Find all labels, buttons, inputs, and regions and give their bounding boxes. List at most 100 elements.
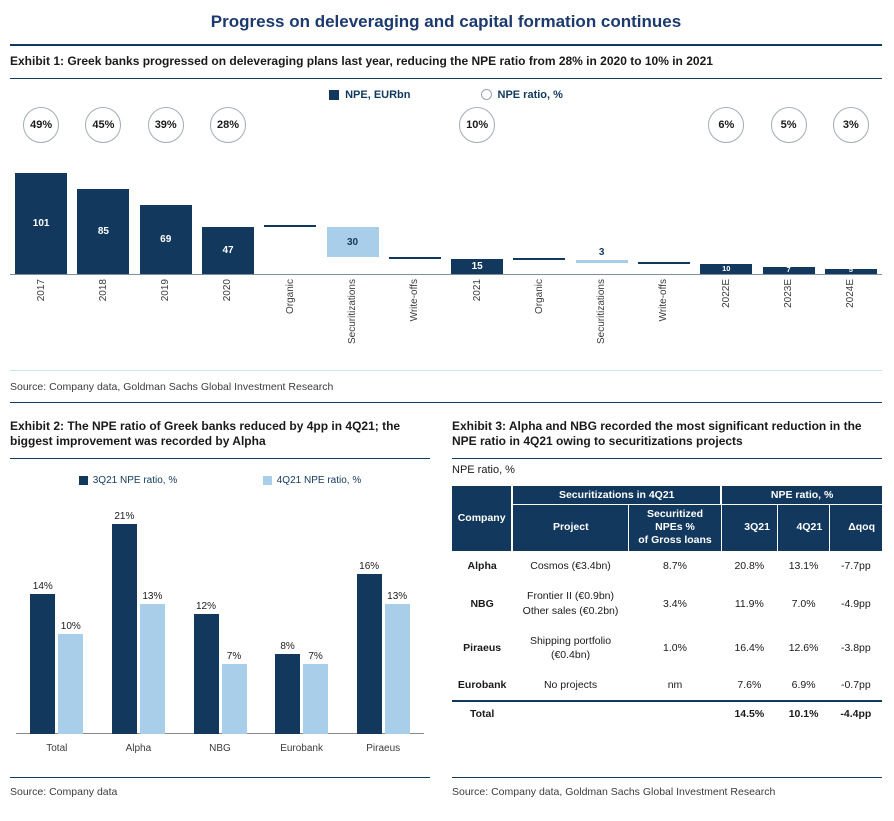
chart2-axis-line (16, 732, 424, 734)
table-body: Alpha Cosmos (€3.4bn) 8.7% 20.8% 13.1% -7.7pp… (452, 551, 882, 727)
chart1-bar-2022e (700, 263, 753, 274)
chart2-plot-area: 14% 10% Total 21% 13% Alpha 12% 7% NBG 8% 7% Euroba… (16, 492, 424, 754)
exhibit-3: Exhibit 3: Alpha and NBG recorded the mo… (452, 411, 882, 807)
chart2-category-label: NBG (209, 742, 231, 754)
project-cell (512, 700, 629, 727)
axis-label-text: 2017 (35, 278, 47, 301)
npe-eurbn-swatch-icon (329, 89, 340, 100)
table-row-alpha: Alpha Cosmos (€3.4bn) 8.7% 20.8% 13.1% -7.7pp (452, 551, 882, 581)
chart1-bar-2018 (77, 188, 130, 274)
chart2-bar-value: 13% (142, 590, 163, 602)
chart1-x-axis: 2017 2018 2019 2020 Organic Securitizations Wr… (10, 275, 882, 371)
chart1-bar-value: 101 (32, 218, 50, 230)
chart1-bar-value: 47 (222, 245, 234, 257)
chart1-bar-2019 (139, 204, 192, 274)
axis-label-text: Organic (533, 278, 545, 314)
npe-ratio-bubble: 45% (85, 106, 122, 143)
npe-4q21-cell: 6.9% (791, 679, 816, 692)
exhibit-3-footer: Source: Company data, Goldman Sachs Glob… (452, 776, 882, 807)
chart1-legend: NPE, EURbn NPE ratio, % (10, 89, 882, 101)
chart1-axis-label: Write-offs (384, 279, 446, 370)
chart2-bar-value: 7% (308, 650, 323, 662)
section-divider (10, 401, 882, 403)
chart1-bar-organic (513, 258, 566, 260)
chart2-bar-nbg-3q21 (193, 613, 219, 734)
chart1-bar-value: 30 (347, 236, 359, 248)
divider (10, 457, 430, 459)
legend-item-ratio: NPE ratio, % (480, 88, 563, 101)
chart1-axis-label: 2023E (757, 279, 819, 370)
chart2-bar-nbg-4q21 (221, 663, 247, 734)
legend-swatch-3q21-icon (78, 475, 88, 485)
table-row-eurobank: Eurobank No projects nm 7.6% 6.9% -0.7pp (452, 670, 882, 701)
securitized-npes-header: Securitized NPEs % of Gross loans (628, 504, 722, 552)
exhibit-2: Exhibit 2: The NPE ratio of Greek banks … (10, 411, 430, 807)
bottom-section: Exhibit 2: The NPE ratio of Greek banks … (10, 411, 882, 807)
exhibit-2-footer: Source: Company data (10, 776, 430, 807)
q3-header: 3Q21 (721, 504, 778, 552)
npe-4q21-cell: 13.1% (788, 560, 819, 573)
npe-3q21-cell: 11.9% (734, 597, 764, 610)
npe-qoq-cell: -0.7pp (840, 679, 871, 692)
exhibit-2-heading: Exhibit 2: The NPE ratio of Greek banks … (10, 418, 401, 449)
exhibit-3-heading: Exhibit 3: Alpha and NBG recorded the mo… (452, 418, 862, 449)
chart1-axis-label: Organic (259, 279, 321, 370)
chart2-bar-piraeus-3q21 (356, 573, 382, 734)
chart2-bar-total-3q21 (30, 593, 56, 734)
chart2-bar-value: 16% (359, 560, 380, 572)
axis-label-text: Securitizations (596, 278, 608, 344)
chart1-axis-label: Securitizations (571, 279, 633, 370)
chart1-bar-write-offs (388, 256, 441, 259)
npe-ratio-bubble: 5% (770, 106, 807, 143)
company-header: Company (452, 485, 514, 552)
chart1-bar-value: 3 (598, 246, 605, 258)
table-row-total: Total 14.5% 10.1% -4.4pp (452, 700, 882, 727)
divider (452, 776, 882, 778)
project-cell: No projects (543, 679, 598, 692)
npe-qoq-cell: -3.8pp (840, 641, 871, 654)
chart1-axis-label: 2022E (695, 279, 757, 370)
chart1-bar-securitizations (326, 226, 379, 257)
chart2-legend-item: 3Q21 NPE ratio, % (78, 475, 177, 486)
securitized-cell: nm (667, 679, 683, 692)
exhibit-1-heading: Exhibit 1: Greek banks progressed on del… (10, 54, 713, 68)
chart2-legend-item: 4Q21 NPE ratio, % (262, 475, 361, 486)
project-cell: Frontier II (€0.9bn) Other sales (€0.2bn… (522, 590, 619, 617)
exhibit-1-source: Source: Company data, Goldman Sachs Glob… (10, 380, 334, 393)
chart1-bar-organic (264, 225, 317, 227)
chart2-category-label: Piraeus (366, 742, 401, 754)
project-cell: Shipping portfolio (€0.4bn) (529, 634, 612, 661)
npe-4q21-cell: 7.0% (791, 597, 816, 610)
chart2-bar-value: 14% (32, 580, 53, 592)
project-cell: Cosmos (€3.4bn) (530, 560, 611, 573)
chart1-axis-label: 2019 (135, 279, 197, 370)
q4-header: 4Q21 (777, 504, 831, 552)
chart1-plot-area: 49% 101 45% 85 39% 69 28% 47 30 10% 15 3 6% 10 5% 7 3% 5 (10, 103, 882, 275)
npe-3q21-cell: 16.4% (734, 641, 765, 654)
chart1-bar-2017 (15, 172, 68, 274)
chart1-bar-value: 10 (722, 263, 731, 273)
chart2-bar-value: 21% (114, 510, 135, 522)
chart1-axis-label: 2020 (197, 279, 259, 370)
chart2-category-label: Alpha (125, 742, 152, 754)
chart1-bar-write-offs (638, 262, 690, 264)
company-cell: Alpha (467, 560, 497, 573)
npe-3q21-cell: 7.6% (737, 679, 762, 692)
chart2-bar-total-4q21 (58, 633, 84, 734)
qoq-header: Δqoq (829, 504, 882, 552)
chart1-bar-2024e (824, 268, 877, 274)
axis-label-text: 2019 (160, 278, 172, 301)
securitized-cell: 1.0% (663, 641, 687, 654)
chart2-bar-piraeus-4q21 (384, 603, 410, 734)
npe-ratio-bubble: 49% (23, 106, 60, 143)
company-cell: Total (452, 700, 513, 727)
chart1-bar-value: 85 (97, 226, 109, 238)
securitized-cell (628, 700, 722, 727)
npe-4q21-cell: 12.6% (788, 641, 819, 654)
chart1-bar-2021 (451, 258, 504, 274)
npe-ratio-bubble: 39% (147, 106, 184, 143)
legend-label: NPE ratio, % (497, 88, 563, 101)
chart2-bar-value: 12% (195, 600, 216, 612)
project-header: Project (512, 504, 630, 552)
